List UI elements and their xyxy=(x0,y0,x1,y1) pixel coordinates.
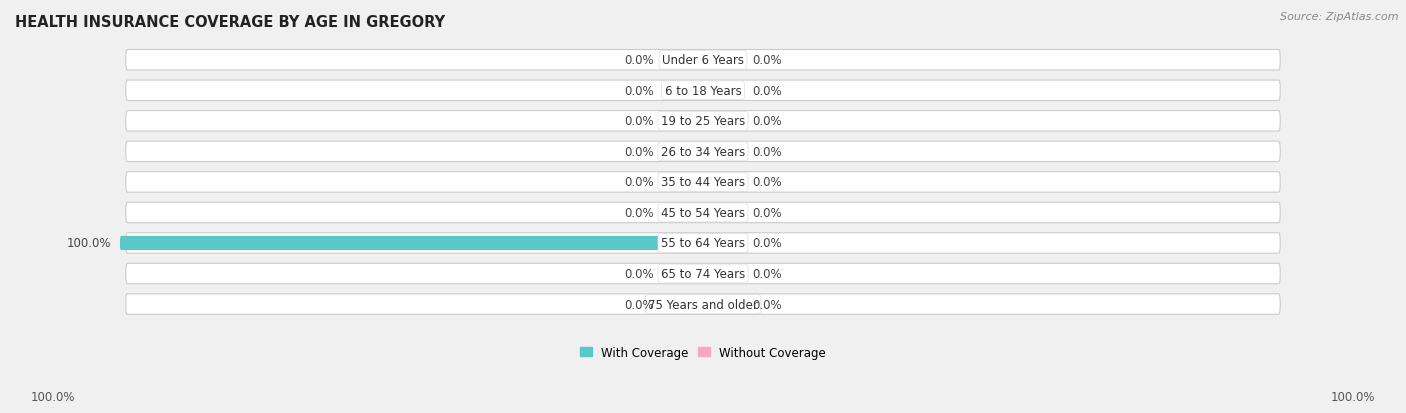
Text: 0.0%: 0.0% xyxy=(624,298,654,311)
Text: 0.0%: 0.0% xyxy=(752,206,782,219)
FancyBboxPatch shape xyxy=(703,267,744,281)
Text: 6 to 18 Years: 6 to 18 Years xyxy=(665,85,741,97)
FancyBboxPatch shape xyxy=(703,297,744,311)
FancyBboxPatch shape xyxy=(662,206,703,220)
FancyBboxPatch shape xyxy=(125,142,1281,162)
Text: 0.0%: 0.0% xyxy=(624,206,654,219)
FancyBboxPatch shape xyxy=(125,50,1281,71)
FancyBboxPatch shape xyxy=(662,114,703,128)
Text: 65 to 74 Years: 65 to 74 Years xyxy=(661,267,745,280)
FancyBboxPatch shape xyxy=(662,145,703,159)
Text: 100.0%: 100.0% xyxy=(66,237,111,250)
FancyBboxPatch shape xyxy=(662,54,703,68)
FancyBboxPatch shape xyxy=(125,294,1281,315)
FancyBboxPatch shape xyxy=(662,267,703,281)
FancyBboxPatch shape xyxy=(703,206,744,220)
FancyBboxPatch shape xyxy=(703,145,744,159)
Text: 45 to 54 Years: 45 to 54 Years xyxy=(661,206,745,219)
FancyBboxPatch shape xyxy=(662,176,703,190)
FancyBboxPatch shape xyxy=(125,203,1281,223)
Text: 0.0%: 0.0% xyxy=(752,115,782,128)
FancyBboxPatch shape xyxy=(125,81,1281,101)
Text: 0.0%: 0.0% xyxy=(752,85,782,97)
Text: 100.0%: 100.0% xyxy=(1330,390,1375,403)
FancyBboxPatch shape xyxy=(125,233,1281,254)
Text: 0.0%: 0.0% xyxy=(752,54,782,67)
Text: 0.0%: 0.0% xyxy=(624,54,654,67)
Text: 0.0%: 0.0% xyxy=(624,145,654,159)
Text: 0.0%: 0.0% xyxy=(624,176,654,189)
FancyBboxPatch shape xyxy=(703,176,744,190)
Text: 0.0%: 0.0% xyxy=(752,145,782,159)
Text: 0.0%: 0.0% xyxy=(752,237,782,250)
FancyBboxPatch shape xyxy=(703,84,744,98)
FancyBboxPatch shape xyxy=(125,263,1281,284)
Text: 0.0%: 0.0% xyxy=(752,267,782,280)
FancyBboxPatch shape xyxy=(703,236,744,250)
Text: 0.0%: 0.0% xyxy=(624,267,654,280)
Text: HEALTH INSURANCE COVERAGE BY AGE IN GREGORY: HEALTH INSURANCE COVERAGE BY AGE IN GREG… xyxy=(15,15,446,30)
Text: 0.0%: 0.0% xyxy=(752,176,782,189)
Text: 0.0%: 0.0% xyxy=(752,298,782,311)
FancyBboxPatch shape xyxy=(703,54,744,68)
Text: 0.0%: 0.0% xyxy=(624,85,654,97)
FancyBboxPatch shape xyxy=(120,236,703,250)
FancyBboxPatch shape xyxy=(662,84,703,98)
FancyBboxPatch shape xyxy=(125,172,1281,193)
Text: Source: ZipAtlas.com: Source: ZipAtlas.com xyxy=(1281,12,1399,22)
Text: 75 Years and older: 75 Years and older xyxy=(648,298,758,311)
Text: 0.0%: 0.0% xyxy=(624,115,654,128)
Text: 19 to 25 Years: 19 to 25 Years xyxy=(661,115,745,128)
Text: 35 to 44 Years: 35 to 44 Years xyxy=(661,176,745,189)
Text: Under 6 Years: Under 6 Years xyxy=(662,54,744,67)
FancyBboxPatch shape xyxy=(662,297,703,311)
Legend: With Coverage, Without Coverage: With Coverage, Without Coverage xyxy=(575,341,831,363)
FancyBboxPatch shape xyxy=(703,114,744,128)
FancyBboxPatch shape xyxy=(125,112,1281,132)
Text: 100.0%: 100.0% xyxy=(31,390,76,403)
Text: 26 to 34 Years: 26 to 34 Years xyxy=(661,145,745,159)
Text: 55 to 64 Years: 55 to 64 Years xyxy=(661,237,745,250)
